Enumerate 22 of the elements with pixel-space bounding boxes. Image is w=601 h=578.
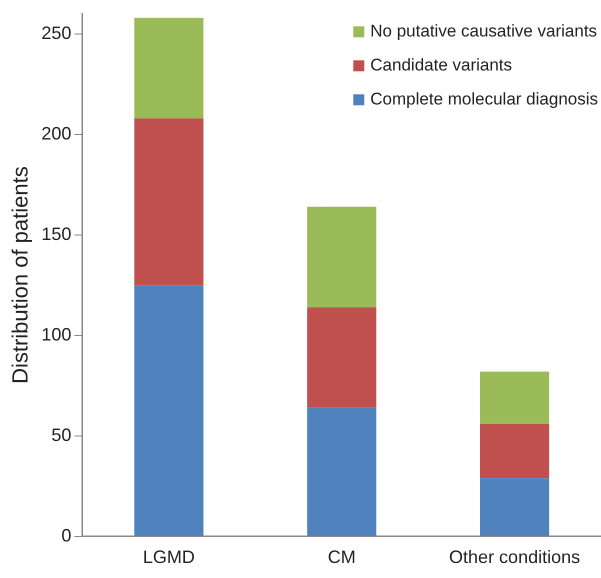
y-tick-label: 100 (41, 324, 72, 344)
bar (307, 408, 376, 536)
bar (307, 307, 376, 408)
bar (134, 18, 204, 118)
legend-label: Candidate variants (370, 55, 512, 74)
bar (480, 478, 550, 536)
x-tick-label: LGMD (142, 547, 195, 568)
bar (480, 372, 550, 424)
y-axis-title: Distribution of patients (7, 166, 32, 384)
y-tick-label: 250 (41, 22, 72, 43)
y-tick-label: 150 (41, 224, 72, 244)
x-tick-label: CM (328, 547, 356, 568)
x-tick-label: Other conditions (449, 547, 580, 568)
y-tick-label: 200 (41, 123, 72, 144)
legend-label: No putative causative variants (370, 21, 598, 40)
y-tick-label: 0 (61, 525, 72, 546)
legend-label: Complete molecular diagnosis (370, 89, 598, 108)
bar (134, 118, 204, 286)
bar (307, 206, 376, 308)
bar (480, 424, 550, 478)
bar (134, 285, 204, 536)
y-tick-label: 50 (51, 424, 72, 445)
